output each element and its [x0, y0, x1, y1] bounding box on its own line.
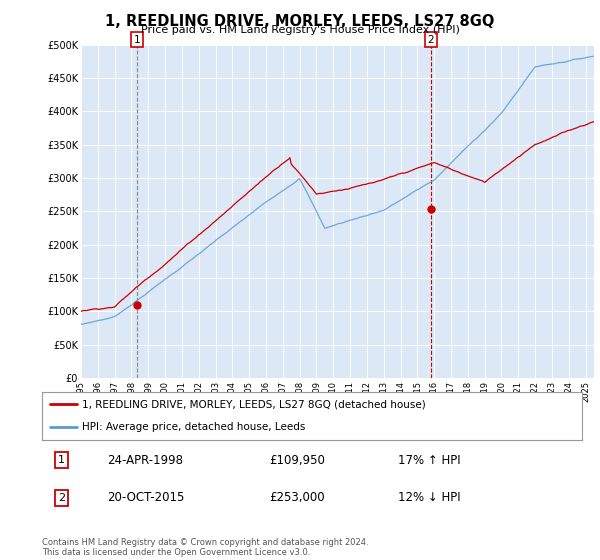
Text: 1: 1: [133, 35, 140, 45]
Text: 12% ↓ HPI: 12% ↓ HPI: [398, 491, 461, 504]
Text: 24-APR-1998: 24-APR-1998: [107, 454, 183, 467]
Text: 2: 2: [428, 35, 434, 45]
Text: 2: 2: [58, 493, 65, 503]
Text: £253,000: £253,000: [269, 491, 325, 504]
Text: 20-OCT-2015: 20-OCT-2015: [107, 491, 184, 504]
Text: Price paid vs. HM Land Registry's House Price Index (HPI): Price paid vs. HM Land Registry's House …: [140, 25, 460, 35]
Text: £109,950: £109,950: [269, 454, 325, 467]
Text: 1, REEDLING DRIVE, MORLEY, LEEDS, LS27 8GQ: 1, REEDLING DRIVE, MORLEY, LEEDS, LS27 8…: [106, 14, 494, 29]
Text: HPI: Average price, detached house, Leeds: HPI: Average price, detached house, Leed…: [83, 422, 306, 432]
Text: Contains HM Land Registry data © Crown copyright and database right 2024.
This d: Contains HM Land Registry data © Crown c…: [42, 538, 368, 557]
Text: 17% ↑ HPI: 17% ↑ HPI: [398, 454, 461, 467]
Text: 1: 1: [58, 455, 65, 465]
Text: 1, REEDLING DRIVE, MORLEY, LEEDS, LS27 8GQ (detached house): 1, REEDLING DRIVE, MORLEY, LEEDS, LS27 8…: [83, 399, 426, 409]
